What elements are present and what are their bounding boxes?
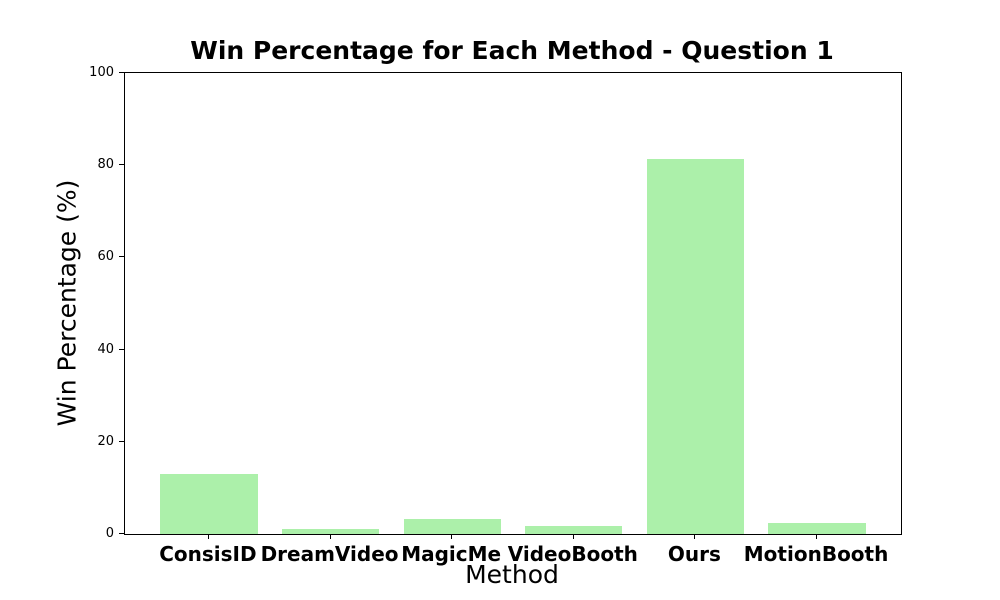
y-tick-label-40: 40 xyxy=(97,341,114,357)
bar-videobooth xyxy=(525,526,623,534)
bar-magicme xyxy=(403,518,501,534)
y-tick-mark xyxy=(119,533,124,534)
y-tick-mark xyxy=(119,164,124,166)
x-tick-label-ours: Ours xyxy=(667,542,721,566)
x-tick-label-videobooth: VideoBooth xyxy=(507,542,638,566)
y-axis-label: Win Percentage (%) xyxy=(52,179,82,427)
x-tick-mark xyxy=(694,534,696,539)
y-tick-label-0: 0 xyxy=(105,526,114,541)
y-tick-mark xyxy=(119,440,124,442)
x-tick-mark xyxy=(329,534,331,539)
y-tick-label-60: 60 xyxy=(97,249,114,265)
bar-consisid xyxy=(160,474,258,534)
x-tick-label-consisid: ConsisID xyxy=(159,542,257,566)
y-tick-mark xyxy=(119,72,124,73)
chart-title: Win Percentage for Each Method - Questio… xyxy=(190,36,834,65)
bar-dreamvideo xyxy=(281,528,380,534)
x-tick-label-motionbooth: MotionBooth xyxy=(743,542,889,566)
x-tick-mark xyxy=(451,534,453,539)
y-tick-label-100: 100 xyxy=(89,65,114,80)
bars-layer xyxy=(125,73,901,534)
plot-area xyxy=(124,72,902,535)
x-axis-label: Method xyxy=(465,560,559,589)
x-tick-label-dreamvideo: DreamVideo xyxy=(260,542,399,566)
y-tick-label-80: 80 xyxy=(97,157,114,173)
x-tick-mark xyxy=(572,534,574,539)
x-tick-mark xyxy=(816,534,818,539)
y-tick-mark xyxy=(119,256,124,258)
bar-ours xyxy=(646,158,745,534)
x-tick-label-magicme: MagicMe xyxy=(401,542,502,566)
y-tick-mark xyxy=(119,348,124,350)
bar-motionbooth xyxy=(768,523,866,534)
y-tick-label-20: 20 xyxy=(97,433,114,449)
x-tick-mark xyxy=(207,534,209,539)
